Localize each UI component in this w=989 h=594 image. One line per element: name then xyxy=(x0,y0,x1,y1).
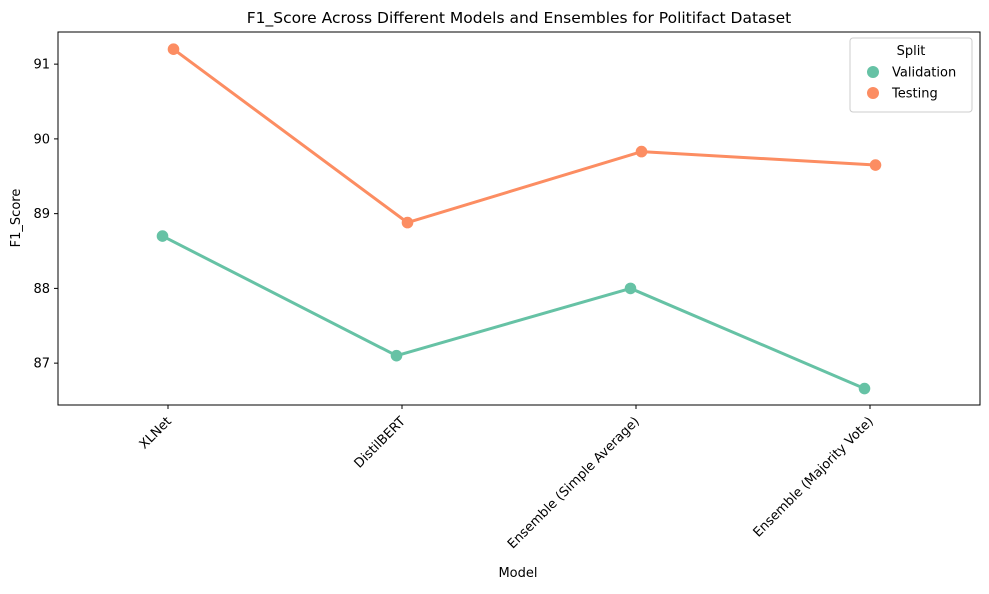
y-axis-label: F1_Score xyxy=(9,189,24,248)
data-point-testing xyxy=(635,145,648,158)
series-line-testing xyxy=(172,47,877,225)
data-point-validation xyxy=(858,382,871,395)
legend-marker-testing xyxy=(867,87,879,99)
data-point-testing xyxy=(167,43,180,55)
x-tick-label: XLNet xyxy=(137,414,175,452)
legend-label: Testing xyxy=(891,87,938,102)
y-tick-label: 89 xyxy=(33,207,50,222)
data-point-validation xyxy=(624,282,637,295)
x-axis-label: Model xyxy=(498,566,537,581)
x-tick-label: Ensemble (Simple Average) xyxy=(505,414,643,552)
x-tick-label: Ensemble (Majority Vote) xyxy=(751,414,877,540)
y-tick-label: 91 xyxy=(33,58,50,73)
data-point-validation xyxy=(390,349,403,362)
plot-area: 87 88 89 90 91 XLNet DistilBERT Ensemble (Simpl… xyxy=(33,31,981,552)
y-tick-label: 87 xyxy=(33,357,50,372)
legend-box xyxy=(849,37,973,113)
chart-title: F1_Score Across Different Models and Ens… xyxy=(247,9,792,28)
series-line-validation xyxy=(161,234,866,391)
data-point-testing xyxy=(401,216,414,229)
legend-label: Validation xyxy=(892,66,956,81)
x-tick-label: DistilBERT xyxy=(352,414,409,471)
data-point-testing xyxy=(869,159,882,171)
y-tick-label: 88 xyxy=(33,282,50,297)
legend-marker-validation xyxy=(867,66,879,78)
data-point-validation xyxy=(156,230,169,242)
legend-title: Split xyxy=(897,44,926,59)
plot-frame xyxy=(57,31,981,406)
y-tick-label: 90 xyxy=(33,132,50,147)
